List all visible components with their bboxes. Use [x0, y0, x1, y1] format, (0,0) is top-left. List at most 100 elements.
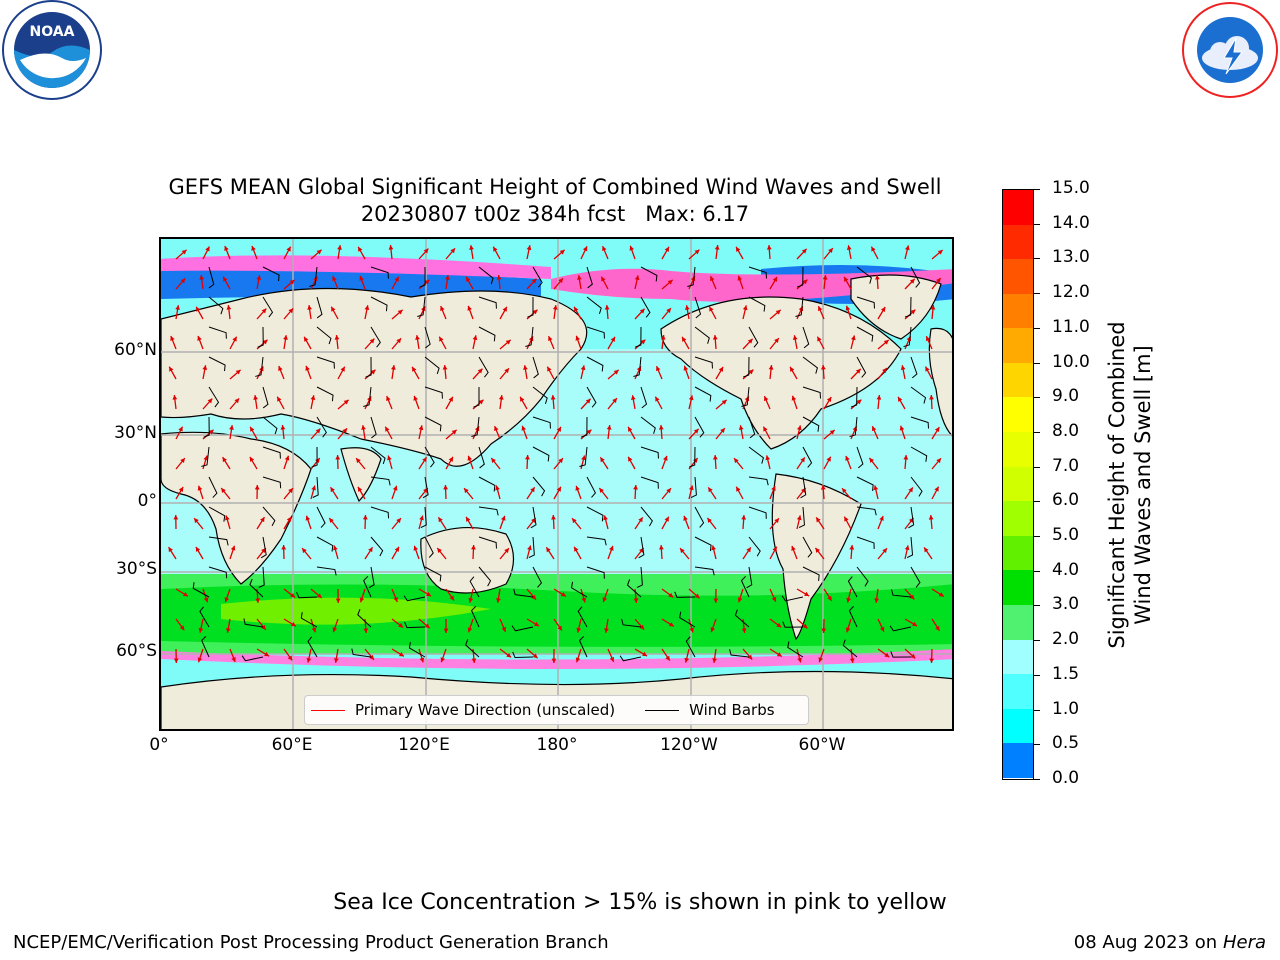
wave-direction-arrowhead [194, 518, 199, 524]
wave-direction-arrowhead [502, 306, 507, 312]
wind-barb [370, 536, 384, 557]
wave-direction-arrowhead [362, 515, 368, 520]
wave-direction-arrowhead [560, 592, 566, 597]
wind-barb [424, 566, 442, 582]
wind-barb [370, 416, 377, 439]
wave-direction-arrowhead [742, 305, 748, 311]
wave-direction-arrowhead [577, 275, 582, 280]
wave-direction-arrowhead [224, 245, 229, 251]
wave-direction-arrowhead [178, 426, 183, 432]
wave-direction-arrowhead [361, 425, 366, 430]
wave-direction-arrowhead [817, 336, 822, 342]
colorbar-tick-label: 10.0 [1052, 351, 1090, 372]
wave-direction-arrowhead [737, 597, 743, 603]
wind-barb [633, 356, 642, 377]
wind-barb [740, 575, 750, 598]
colorbar-tick-mark [1034, 466, 1040, 468]
lon-label-180: 180° [536, 735, 578, 755]
wave-direction-arrowhead [688, 395, 694, 401]
wave-direction-arrowhead [178, 486, 184, 492]
wave-direction-arrowhead [791, 395, 797, 401]
wind-barb [363, 386, 372, 407]
wave-direction-arrowhead [289, 279, 295, 285]
wave-direction-arrowhead [235, 369, 241, 375]
wind-barb [674, 591, 696, 598]
wave-direction-arrowhead [450, 248, 456, 254]
lat-label-eq: 0° [137, 491, 157, 511]
wave-direction-arrowhead [903, 455, 909, 460]
wave-direction-arrowhead [253, 395, 258, 400]
wind-barb [856, 476, 874, 491]
wave-direction-arrowhead [796, 515, 802, 521]
wave-direction-arrowhead [612, 398, 617, 404]
wind-barb [640, 266, 658, 282]
wave-direction-arrowhead [392, 485, 398, 491]
wave-direction-arrowhead [766, 245, 772, 250]
wave-direction-arrowhead [438, 517, 443, 523]
wave-direction-arrowhead [936, 458, 941, 464]
lat-label-30s: 30°S [116, 559, 157, 579]
title-line-1: GEFS MEAN Global Significant Height of C… [168, 175, 942, 199]
wave-direction-arrowhead [424, 279, 430, 285]
wind-barb [856, 536, 875, 549]
wave-direction-arrowhead [556, 486, 561, 492]
wave-direction-arrowhead [527, 545, 532, 551]
wave-direction-arrowhead [254, 485, 260, 490]
wave-direction-arrowhead [412, 366, 417, 372]
wave-direction-arrowhead [737, 275, 743, 281]
wave-direction-arrowhead [586, 429, 592, 435]
wind-barb [403, 595, 426, 602]
wave-direction-arrowhead [582, 246, 588, 252]
wave-direction-arrowhead [496, 598, 501, 603]
footer-machine: Hera [1222, 932, 1266, 953]
wave-direction-arrowhead [772, 546, 777, 552]
wave-direction-arrowhead [197, 485, 203, 491]
wave-direction-arrowhead [494, 426, 499, 432]
wave-direction-arrowhead [280, 425, 286, 430]
wave-direction-arrowhead [689, 627, 694, 633]
colorbar-tick-mark [1034, 640, 1040, 642]
wave-direction-arrowhead [196, 306, 201, 312]
wind-barb [208, 506, 226, 522]
sea-ice-note: Sea Ice Concentration > 15% is shown in … [333, 890, 947, 915]
legend-wave-direction: Primary Wave Direction (unscaled) [355, 701, 616, 719]
wave-direction-arrowhead [311, 627, 317, 633]
wave-direction-arrowhead [910, 653, 916, 659]
wave-direction-arrowhead [844, 516, 849, 522]
wave-direction-arrowhead [415, 335, 420, 340]
wind-barb [694, 536, 712, 552]
wave-direction-arrowhead [741, 628, 747, 633]
wave-direction-arrowhead [333, 545, 338, 551]
wave-direction-arrowhead [262, 339, 268, 345]
wave-direction-arrowhead [845, 627, 851, 633]
wind-barb [316, 326, 332, 345]
wind-barb [478, 446, 485, 469]
wind-barb [856, 326, 874, 342]
wind-barb [262, 296, 274, 318]
wind-barb [795, 296, 804, 318]
wind-barb [856, 356, 867, 378]
colorbar-tick-label: 3.0 [1052, 594, 1080, 615]
colorbar-segment [1003, 604, 1033, 640]
colorbar-tick-label: 4.0 [1052, 559, 1080, 580]
wave-direction-arrowhead [869, 457, 875, 463]
wave-direction-arrowhead [822, 275, 828, 280]
wave-direction-arrowhead [774, 338, 779, 344]
wind-barb [910, 416, 930, 429]
wave-direction-arrowhead [369, 338, 375, 344]
wave-height-map [159, 237, 954, 731]
wave-direction-arrowhead [363, 628, 369, 633]
wave-direction-arrowhead [909, 594, 915, 600]
wind-barb [848, 605, 858, 628]
noaa-logo-text: NOAA [30, 24, 75, 40]
wind-barb [694, 296, 702, 319]
wind-barb [748, 266, 767, 279]
wave-direction-arrowhead [640, 339, 646, 345]
wind-barb [208, 566, 228, 579]
lon-label-120e: 120°E [398, 735, 450, 755]
wave-direction-arrowhead [873, 485, 879, 491]
southern-ocean-max [221, 597, 491, 625]
wave-direction-arrowhead [284, 455, 290, 461]
wave-direction-arrowhead [364, 305, 370, 311]
wave-direction-arrowhead [173, 515, 179, 520]
